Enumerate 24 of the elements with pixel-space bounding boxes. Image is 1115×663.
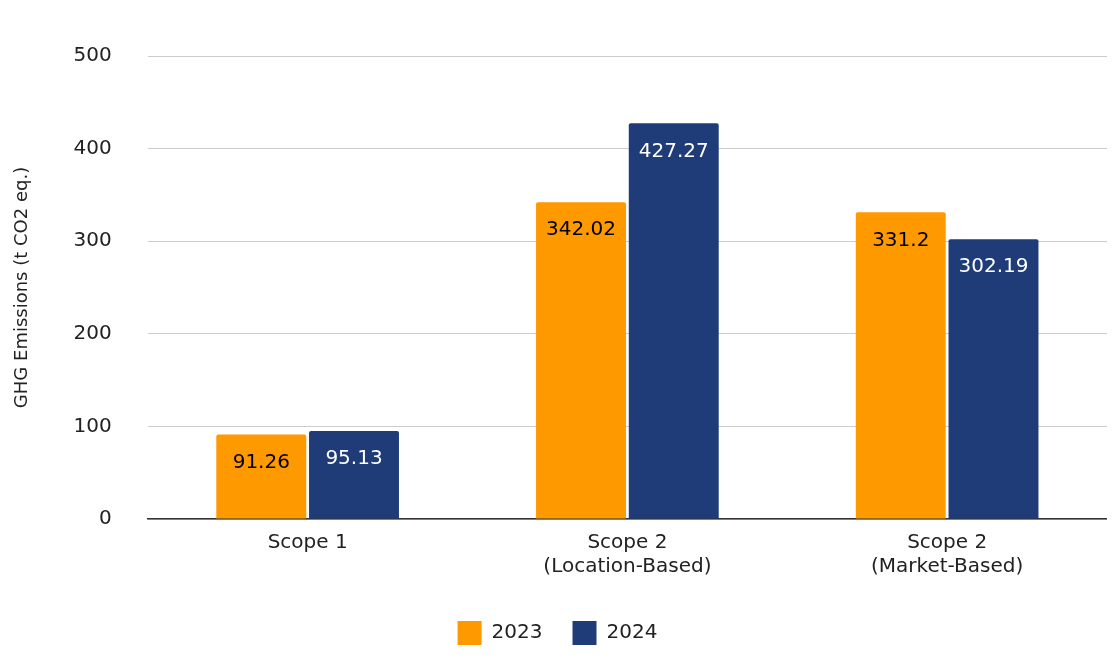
data-label: 91.26 — [232, 448, 290, 473]
bar — [309, 430, 399, 519]
data-label: 331.2 — [872, 226, 930, 251]
bar — [216, 434, 307, 519]
x-tick-label: Scope 2 (Market-Based) — [871, 529, 1024, 578]
legend-label: 2023 — [491, 619, 543, 644]
x-tick-label: Scope 1 — [267, 529, 348, 554]
y-tick-label: 100 — [73, 412, 112, 437]
y-tick-label: 300 — [73, 227, 112, 252]
bar — [628, 123, 719, 519]
x-tick-label: Scope 2 (Location-Based) — [543, 529, 712, 578]
y-tick-label: 0 — [99, 505, 112, 530]
bar — [948, 239, 1039, 519]
data-label: 95.13 — [325, 445, 383, 470]
y-tick-label: 500 — [73, 42, 112, 67]
y-tick-label: 200 — [73, 320, 112, 344]
y-axis-title: GHG Emissions (t CO2 eq.) — [10, 166, 32, 409]
bar — [855, 212, 946, 519]
bar — [536, 202, 626, 519]
data-label: 302.19 — [958, 253, 1029, 278]
data-label: 427.27 — [638, 137, 709, 162]
y-tick-label: 400 — [73, 134, 112, 159]
legend-label: 2024 — [606, 619, 658, 644]
data-label: 342.02 — [546, 216, 617, 241]
